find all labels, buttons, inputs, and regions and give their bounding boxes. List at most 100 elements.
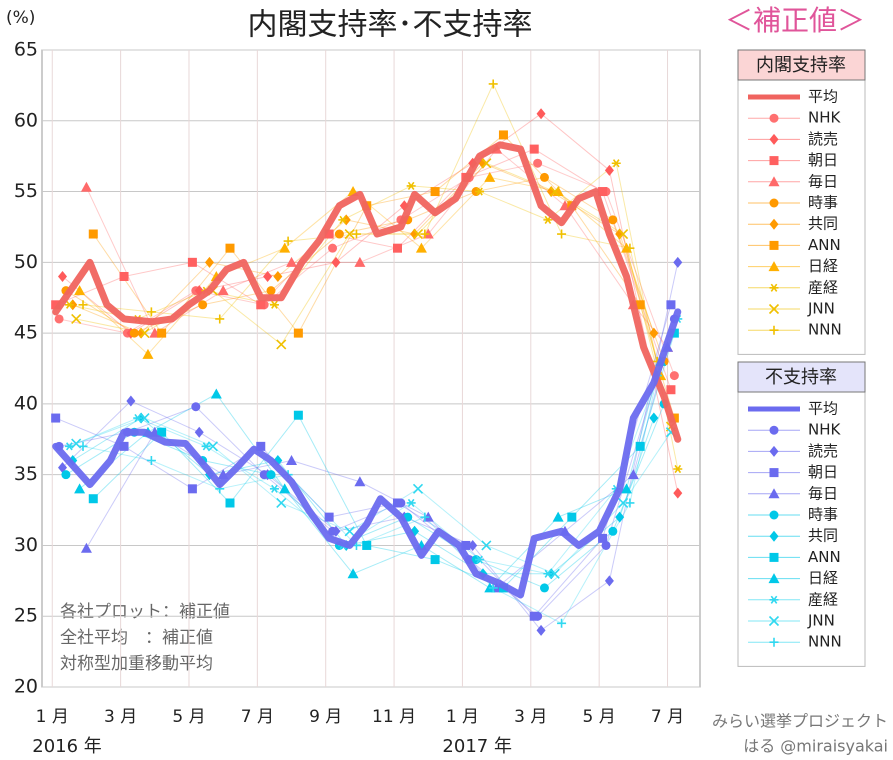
marker xyxy=(618,497,629,509)
pollster-line xyxy=(82,375,658,624)
legend-label: JNN xyxy=(807,612,835,630)
marker xyxy=(406,181,416,190)
marker xyxy=(328,243,338,253)
average-line xyxy=(52,141,682,443)
marker xyxy=(498,130,508,140)
pollster-line xyxy=(72,417,655,575)
marker xyxy=(266,470,276,480)
legend-label: 共同 xyxy=(808,527,838,545)
pollster-line xyxy=(55,304,672,617)
marker xyxy=(567,512,577,522)
marker xyxy=(406,498,416,508)
marker xyxy=(539,172,549,182)
marker xyxy=(484,171,496,182)
legend-label: 毎日 xyxy=(808,484,838,502)
marker xyxy=(601,540,611,550)
marker xyxy=(78,300,88,310)
marker xyxy=(769,510,779,520)
annotation: 各社プロット：補正値 xyxy=(60,602,230,622)
legend-header xyxy=(737,49,866,81)
legend-label: 時事 xyxy=(808,506,838,524)
marker xyxy=(625,498,635,508)
legend-label: JNN xyxy=(807,300,835,318)
marker xyxy=(552,186,564,197)
average-line xyxy=(52,308,682,599)
legend-label: 読売 xyxy=(808,442,838,460)
pollster-line xyxy=(82,83,658,362)
y-axis-label: (%) xyxy=(6,8,35,28)
pollster-line xyxy=(62,113,679,494)
marker xyxy=(604,164,614,176)
marker xyxy=(392,243,402,253)
x-group-label: 2017 年 xyxy=(442,736,512,757)
marker xyxy=(635,300,645,310)
marker xyxy=(347,568,359,579)
marker xyxy=(549,186,560,197)
plot-layer xyxy=(42,49,700,688)
marker xyxy=(74,483,86,494)
marker xyxy=(552,511,564,522)
marker xyxy=(673,487,683,499)
marker xyxy=(334,229,344,239)
marker xyxy=(362,540,372,550)
x-tick-label: 7 月 xyxy=(651,707,684,727)
legend-label: ANN xyxy=(808,548,841,566)
pollster-line xyxy=(92,332,675,589)
marker xyxy=(557,229,567,239)
annotation: 全社平均 ：補正値 xyxy=(60,628,213,648)
marker xyxy=(420,229,430,239)
legend-label: 産経 xyxy=(808,590,838,608)
marker xyxy=(293,410,303,420)
marker xyxy=(263,270,273,282)
marker xyxy=(430,555,440,565)
marker xyxy=(139,412,150,424)
marker xyxy=(769,552,779,562)
marker xyxy=(276,497,287,509)
marker xyxy=(286,256,298,267)
legend-title: 不支持率 xyxy=(765,367,837,388)
marker xyxy=(54,314,64,324)
marker xyxy=(768,261,780,272)
legend-label: NHK xyxy=(808,109,842,127)
marker xyxy=(543,569,553,578)
marker xyxy=(420,512,430,522)
marker xyxy=(649,327,659,339)
x-tick-label: 3 月 xyxy=(104,707,137,727)
marker xyxy=(129,328,139,338)
y-tick-label: 55 xyxy=(14,180,38,202)
marker xyxy=(557,618,567,628)
y-tick-label: 50 xyxy=(14,251,38,273)
pollster-line xyxy=(65,403,665,589)
marker xyxy=(64,300,74,309)
marker xyxy=(344,228,355,240)
marker xyxy=(768,573,780,584)
legend-label: 毎日 xyxy=(808,172,838,190)
marker xyxy=(273,270,283,282)
marker xyxy=(194,426,204,438)
marker xyxy=(88,494,98,504)
marker xyxy=(187,484,197,494)
marker xyxy=(269,300,279,309)
legend-box xyxy=(737,49,866,355)
marker xyxy=(119,271,129,281)
marker xyxy=(338,215,348,224)
legend-label: NNN xyxy=(808,633,842,651)
marker xyxy=(769,325,779,335)
y-tick-label: 40 xyxy=(14,392,38,414)
marker xyxy=(769,240,779,250)
marker xyxy=(549,568,560,579)
plot-area xyxy=(41,49,701,688)
marker xyxy=(769,133,779,145)
marker xyxy=(475,187,485,196)
legend-label: 産経 xyxy=(808,278,838,296)
marker xyxy=(769,637,779,647)
legend-label: 共同 xyxy=(808,215,838,233)
marker xyxy=(331,525,341,537)
x-tick-label: 1 月 xyxy=(36,707,69,727)
x-group-label: 2016 年 xyxy=(32,736,102,757)
marker xyxy=(533,158,543,168)
marker xyxy=(133,413,143,423)
pollster-line xyxy=(68,162,679,470)
pollster-line xyxy=(79,360,662,589)
